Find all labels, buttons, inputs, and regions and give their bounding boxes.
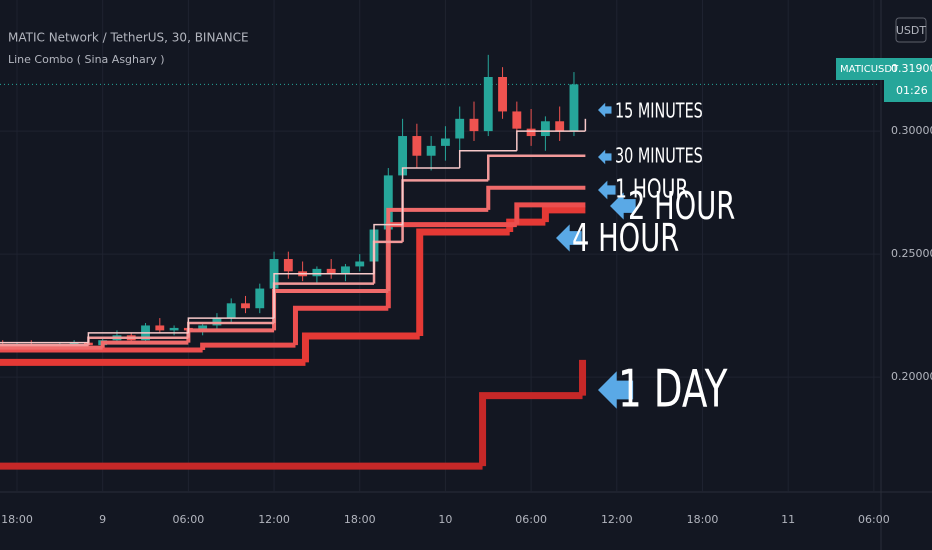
line-label: 15 MINUTES: [615, 101, 703, 124]
step-line: [541, 206, 586, 223]
candle-body: [198, 325, 208, 331]
countdown: 01:26: [896, 84, 928, 97]
x-tick-label: 06:00: [515, 513, 547, 526]
step-line: [200, 342, 296, 351]
step-line: [273, 273, 375, 319]
candle-body: [498, 76, 507, 112]
plot: [0, 0, 880, 492]
step-line: [516, 130, 586, 151]
step-line: [301, 332, 420, 363]
line-label: 1 HOUR: [615, 175, 689, 205]
candle-body: [241, 303, 250, 309]
label-arrow: [598, 149, 612, 165]
candle-body: [540, 121, 550, 137]
x-tick-label: 10: [438, 513, 452, 526]
x-tick-label: 11: [781, 513, 795, 526]
x-tick-label: 12:00: [258, 513, 290, 526]
candle-body: [341, 266, 350, 274]
step-line: [87, 332, 189, 343]
step-line: [292, 305, 389, 346]
price-tag: [836, 58, 932, 80]
symbol-title: MATIC Network / TetherUS, 30, BINANCE: [8, 31, 249, 45]
indicator-title: Line Combo ( Sina Asghary ): [8, 53, 165, 66]
step-line: [458, 150, 517, 169]
x-tick-label: 06:00: [858, 513, 890, 526]
line-label: 1 DAY: [618, 358, 728, 419]
candle-body: [326, 268, 336, 274]
candle-body: [398, 136, 408, 176]
step-line: [486, 185, 586, 210]
x-tick-label: 12:00: [601, 513, 633, 526]
y-tick-label: 0.30000: [891, 124, 932, 137]
step-line: [386, 207, 489, 292]
step-line: [373, 223, 403, 274]
label-arrow: [598, 180, 616, 200]
label-arrow: [598, 371, 634, 409]
x-tick-label: 18:00: [687, 513, 719, 526]
step-line: [187, 317, 275, 333]
candle-body: [412, 136, 422, 156]
x-tick-label: 06:00: [173, 513, 205, 526]
candle-body: [512, 111, 522, 129]
candle-body: [483, 76, 493, 132]
price-tag-symbol: MATICUSDT: [840, 64, 899, 75]
label-arrow: [598, 102, 612, 118]
line-label: 2 HOUR: [628, 183, 735, 228]
candle-body: [155, 325, 165, 331]
step-line: [514, 202, 586, 225]
step-line: [416, 228, 510, 337]
candle-body: [555, 121, 565, 132]
x-tick-label: 9: [99, 513, 106, 526]
candle-body: [526, 128, 536, 137]
candle-body: [355, 261, 365, 267]
step-line: [487, 154, 586, 181]
candle-body: [283, 259, 293, 272]
x-tick-label: 18:00: [344, 513, 376, 526]
step-line: [479, 392, 583, 467]
currency-box[interactable]: [895, 17, 927, 43]
candle-body: [455, 118, 465, 139]
candle-body: [226, 303, 236, 319]
currency[interactable]: USDT: [896, 24, 927, 37]
x-tick-label: 18:00: [1, 513, 33, 526]
step-line: [401, 167, 460, 225]
candle-body: [426, 145, 436, 156]
label-arrow: [556, 224, 582, 252]
line-label: 30 MINUTES: [615, 146, 703, 169]
candle-body: [383, 175, 393, 230]
y-tick-label: 0.20000: [891, 370, 932, 383]
candle-body: [569, 84, 579, 132]
line-label: 4 HOUR: [572, 215, 679, 260]
candle-body: [169, 327, 179, 331]
price-tag-value: 0.31900: [891, 62, 932, 75]
countdown-tag: [884, 80, 932, 102]
candle-body: [312, 268, 322, 277]
label-arrow: [610, 192, 636, 220]
y-tick-label: 0.25000: [891, 247, 932, 260]
candle-body: [255, 288, 265, 309]
candle-body: [440, 138, 450, 146]
candle-body: [469, 118, 479, 132]
step-line: [100, 340, 189, 348]
